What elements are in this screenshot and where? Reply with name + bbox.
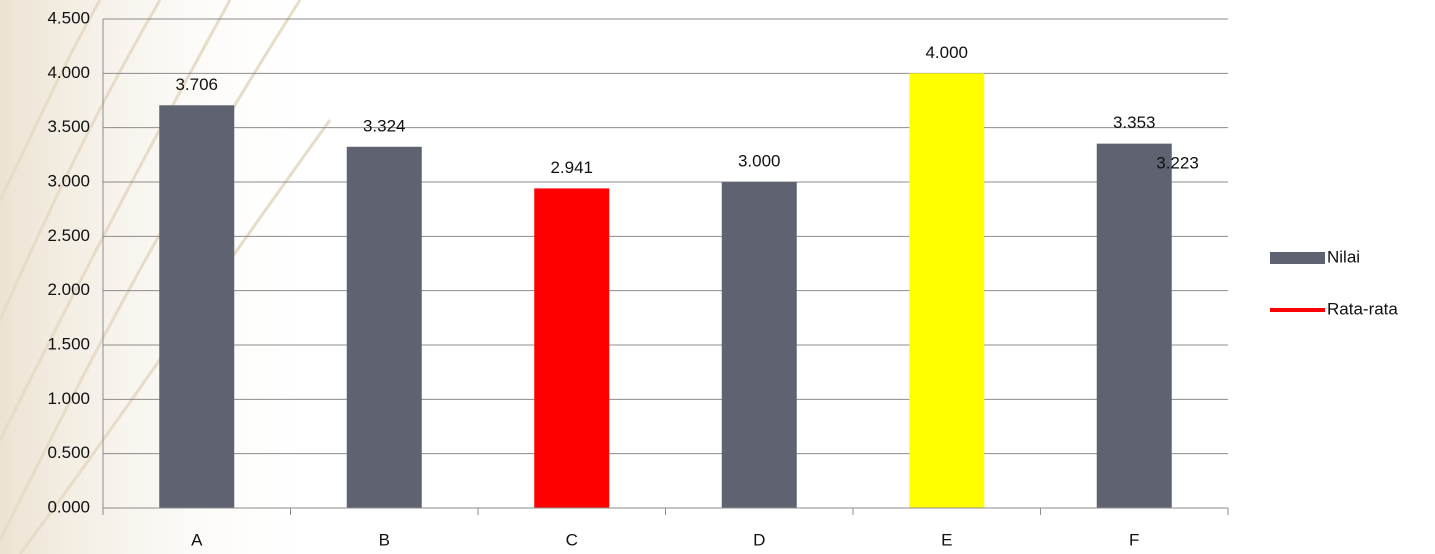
- legend-label: Nilai: [1327, 247, 1360, 266]
- data-label: 2.941: [550, 158, 593, 177]
- y-tick-label: 4.500: [47, 8, 90, 27]
- bar: [534, 188, 610, 509]
- x-tick-label: C: [566, 530, 578, 549]
- x-tick-label: E: [941, 530, 952, 549]
- data-label: 3.223: [1156, 153, 1199, 172]
- data-label: 3.324: [363, 116, 406, 135]
- legend-label: Rata-rata: [1327, 299, 1398, 318]
- y-tick-label: 3.000: [47, 171, 90, 190]
- x-tick-label: A: [191, 530, 203, 549]
- bar: [721, 182, 797, 508]
- bar: [159, 105, 235, 508]
- data-label: 3.000: [738, 151, 781, 170]
- y-tick-label: 2.500: [47, 226, 90, 245]
- y-tick-label: 0.000: [47, 497, 90, 516]
- y-tick-label: 1.500: [47, 334, 90, 353]
- x-tick-label: F: [1129, 530, 1139, 549]
- data-label: 3.706: [175, 75, 218, 94]
- y-tick-label: 4.000: [47, 63, 90, 82]
- bar: [346, 146, 422, 509]
- x-tick-label: D: [753, 530, 765, 549]
- data-label: 3.353: [1113, 113, 1156, 132]
- bar: [909, 73, 985, 508]
- y-tick-label: 2.000: [47, 280, 90, 299]
- legend-marker: [1270, 252, 1325, 264]
- bar: [1096, 143, 1172, 508]
- y-tick-label: 0.500: [47, 443, 90, 462]
- x-tick-label: B: [379, 530, 390, 549]
- y-tick-label: 3.500: [47, 117, 90, 136]
- y-tick-label: 1.000: [47, 389, 90, 408]
- data-label: 4.000: [925, 43, 968, 62]
